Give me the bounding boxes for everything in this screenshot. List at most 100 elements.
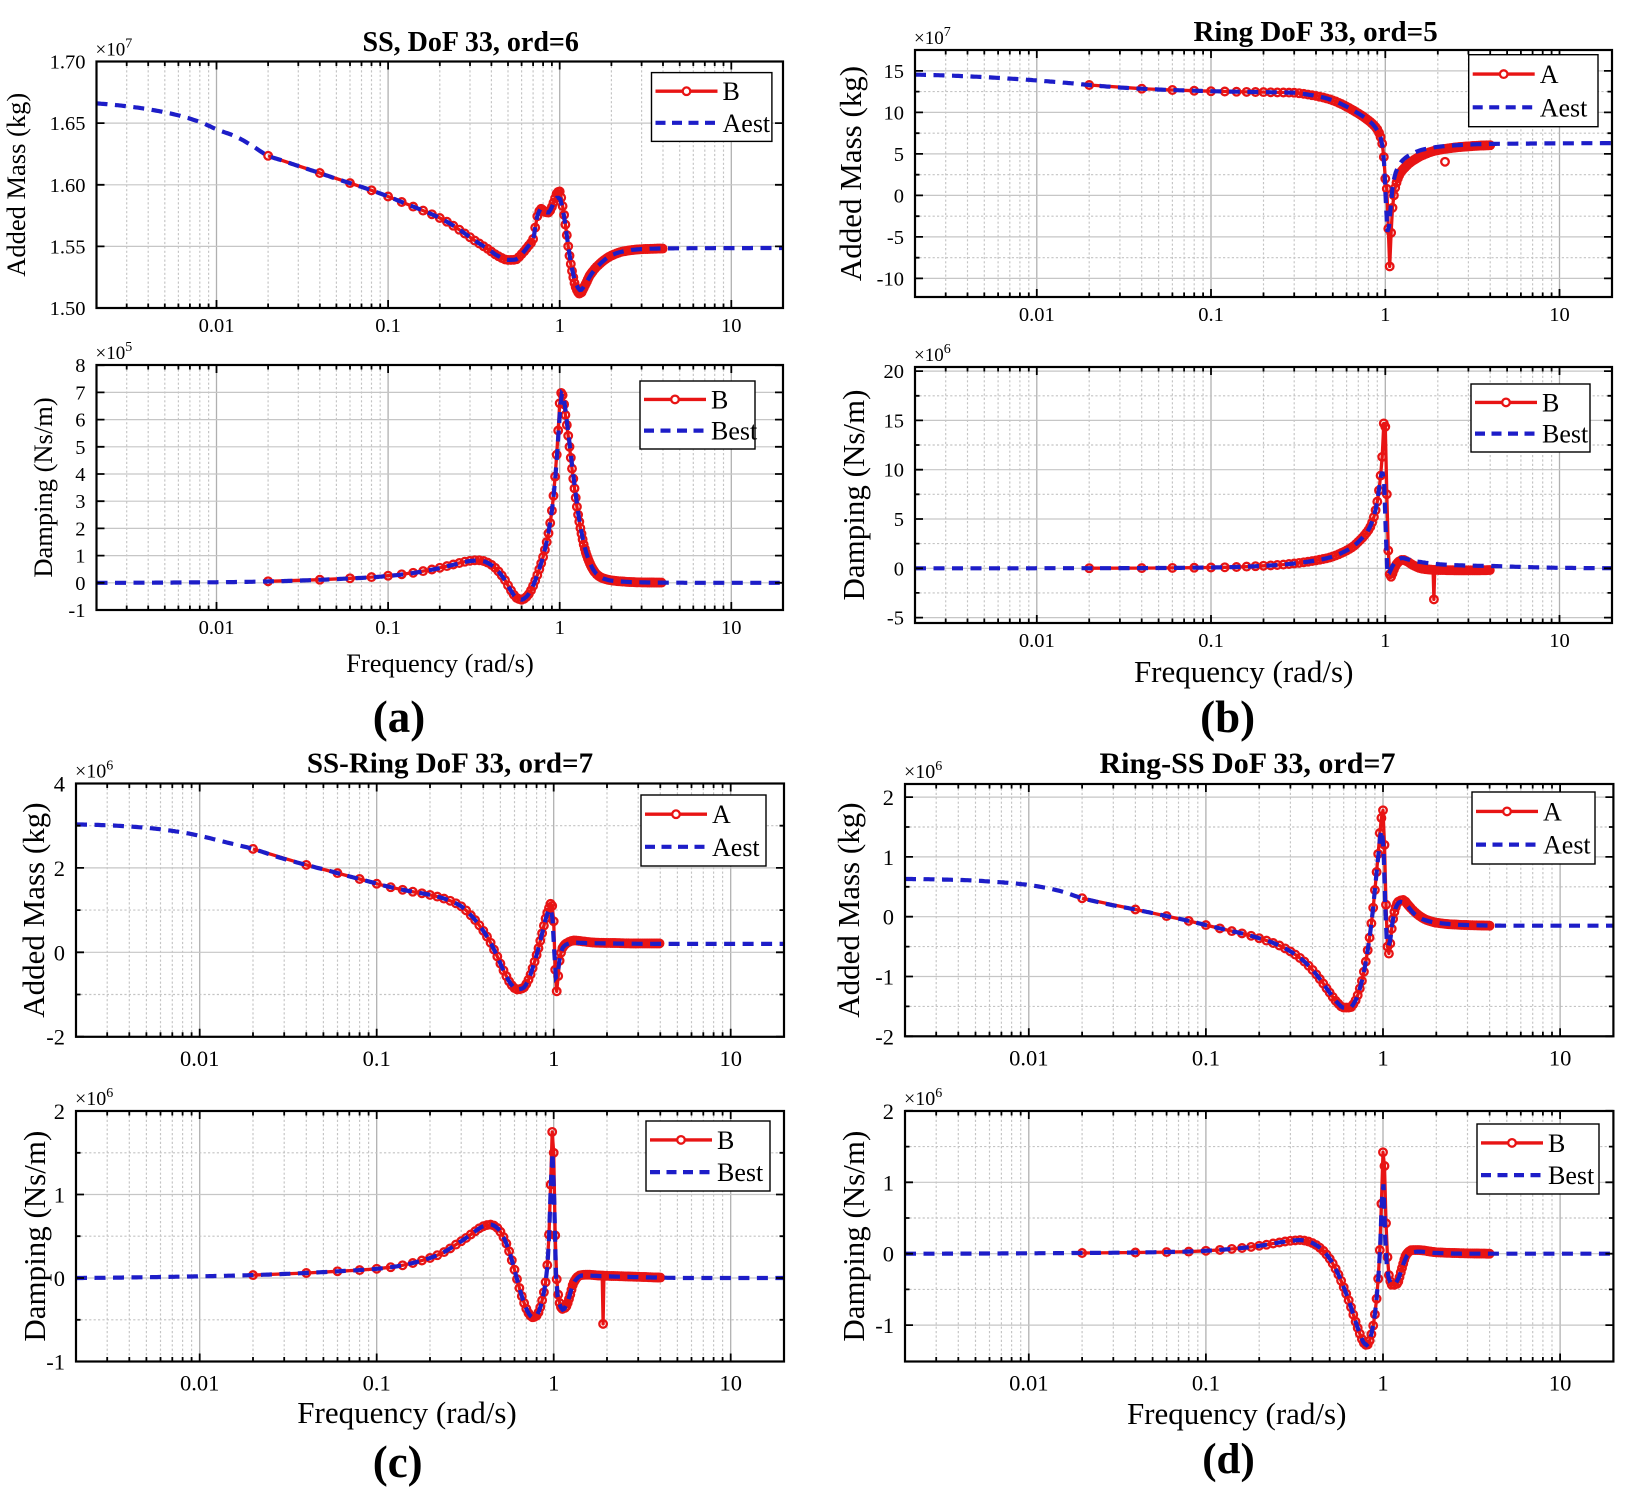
svg-text:1.50: 1.50 [50,298,86,320]
svg-text:Frequency (rad/s): Frequency (rad/s) [1127,1396,1347,1431]
svg-text:7: 7 [75,382,85,404]
svg-text:1: 1 [1380,304,1390,326]
svg-text:2: 2 [54,1099,65,1124]
svg-text:10: 10 [721,315,742,337]
svg-text:A: A [1540,60,1559,89]
svg-text:0.01: 0.01 [180,1046,219,1071]
svg-text:15: 15 [884,61,905,83]
svg-text:1: 1 [1377,1045,1388,1070]
svg-text:-1: -1 [46,1350,65,1375]
svg-text:0.1: 0.1 [363,1371,391,1396]
svg-text:Frequency (rad/s): Frequency (rad/s) [297,1395,517,1430]
svg-text:0.01: 0.01 [199,315,235,337]
svg-text:B: B [723,77,740,106]
svg-text:-2: -2 [875,1024,894,1049]
svg-text:0: 0 [75,573,85,595]
svg-text:1.60: 1.60 [50,175,86,197]
svg-text:Best: Best [717,1158,764,1187]
svg-text:10: 10 [1549,1371,1572,1396]
svg-text:8: 8 [75,355,85,377]
svg-text:-10: -10 [877,268,904,290]
svg-text:0.1: 0.1 [1198,630,1224,652]
svg-text:Added Mass (kg): Added Mass (kg) [833,66,868,281]
svg-text:0.1: 0.1 [375,315,401,337]
svg-text:0.01: 0.01 [1009,1371,1048,1396]
svg-text:0.1: 0.1 [1192,1371,1220,1396]
svg-text:1: 1 [548,1046,559,1071]
svg-text:Aest: Aest [1540,93,1588,122]
svg-text:B: B [711,385,728,414]
svg-text:Damping (Ns/m): Damping (Ns/m) [28,397,58,577]
svg-text:4: 4 [54,772,65,797]
svg-text:5: 5 [75,437,85,459]
svg-text:Damping (Ns/m): Damping (Ns/m) [17,1131,52,1342]
svg-text:Added Mass (kg): Added Mass (kg) [831,802,866,1017]
svg-text:10: 10 [1549,630,1570,652]
svg-text:0.01: 0.01 [1019,304,1055,326]
svg-text:1: 1 [883,845,894,870]
svg-text:1: 1 [1380,630,1390,652]
svg-text:1: 1 [883,1170,894,1195]
svg-text:1: 1 [54,1183,65,1208]
svg-text:5: 5 [894,509,904,531]
svg-text:-1: -1 [875,965,894,990]
svg-text:(c): (c) [373,1437,423,1487]
svg-text:1: 1 [75,546,85,568]
svg-text:5: 5 [894,144,904,166]
svg-text:3: 3 [75,491,85,513]
svg-text:0.01: 0.01 [199,617,235,639]
svg-text:6: 6 [75,410,85,432]
svg-text:Added Mass (kg): Added Mass (kg) [16,802,51,1017]
svg-text:Best: Best [1542,420,1589,449]
svg-text:0: 0 [894,185,904,207]
svg-text:10: 10 [721,617,742,639]
svg-text:Damping (Ns/m): Damping (Ns/m) [836,1131,871,1342]
svg-text:2: 2 [54,856,65,881]
svg-text:1.55: 1.55 [50,236,86,258]
svg-text:-1: -1 [875,1313,894,1338]
svg-text:-2: -2 [46,1025,65,1050]
svg-text:Best: Best [1548,1161,1595,1190]
svg-text:10: 10 [884,102,905,124]
svg-text:10: 10 [719,1046,742,1071]
svg-text:1: 1 [1377,1371,1388,1396]
svg-text:20: 20 [884,361,905,383]
svg-text:SS-Ring DoF 33, ord=7: SS-Ring DoF 33, ord=7 [307,748,593,780]
svg-text:1: 1 [548,1371,559,1396]
svg-text:1: 1 [555,617,565,639]
svg-text:15: 15 [884,410,905,432]
svg-text:0.1: 0.1 [375,617,401,639]
svg-text:A: A [712,800,731,829]
svg-text:Best: Best [711,417,758,446]
svg-text:(b): (b) [1200,692,1255,742]
svg-text:Ring-SS DoF 33, ord=7: Ring-SS DoF 33, ord=7 [1099,747,1395,780]
svg-text:Aest: Aest [723,109,771,138]
svg-text:Added Mass (kg): Added Mass (kg) [1,93,31,277]
svg-text:Ring DoF 33, ord=5: Ring DoF 33, ord=5 [1193,16,1437,48]
svg-text:2: 2 [883,1099,894,1124]
svg-text:10: 10 [884,460,905,482]
svg-text:0.01: 0.01 [1009,1045,1048,1070]
svg-text:10: 10 [1549,304,1570,326]
svg-text:B: B [1548,1129,1565,1158]
svg-text:10: 10 [1549,1045,1572,1070]
svg-text:Aest: Aest [1543,831,1591,860]
svg-text:Frequency (rad/s): Frequency (rad/s) [1134,654,1354,689]
svg-text:A: A [1543,797,1562,826]
svg-text:0: 0 [883,905,894,930]
svg-text:0.1: 0.1 [1192,1045,1220,1070]
svg-text:Damping (Ns/m): Damping (Ns/m) [836,390,871,601]
svg-text:1: 1 [555,315,565,337]
svg-text:4: 4 [75,464,85,486]
svg-text:1.70: 1.70 [50,52,86,74]
svg-text:0: 0 [894,558,904,580]
svg-text:Aest: Aest [712,833,760,862]
svg-text:-1: -1 [68,600,85,622]
svg-text:0: 0 [883,1242,894,1267]
svg-text:0: 0 [54,1266,65,1291]
svg-text:10: 10 [719,1371,742,1396]
svg-text:1.65: 1.65 [50,113,86,135]
svg-text:0.1: 0.1 [1198,304,1224,326]
svg-text:B: B [717,1126,734,1155]
svg-text:(d): (d) [1202,1436,1255,1483]
